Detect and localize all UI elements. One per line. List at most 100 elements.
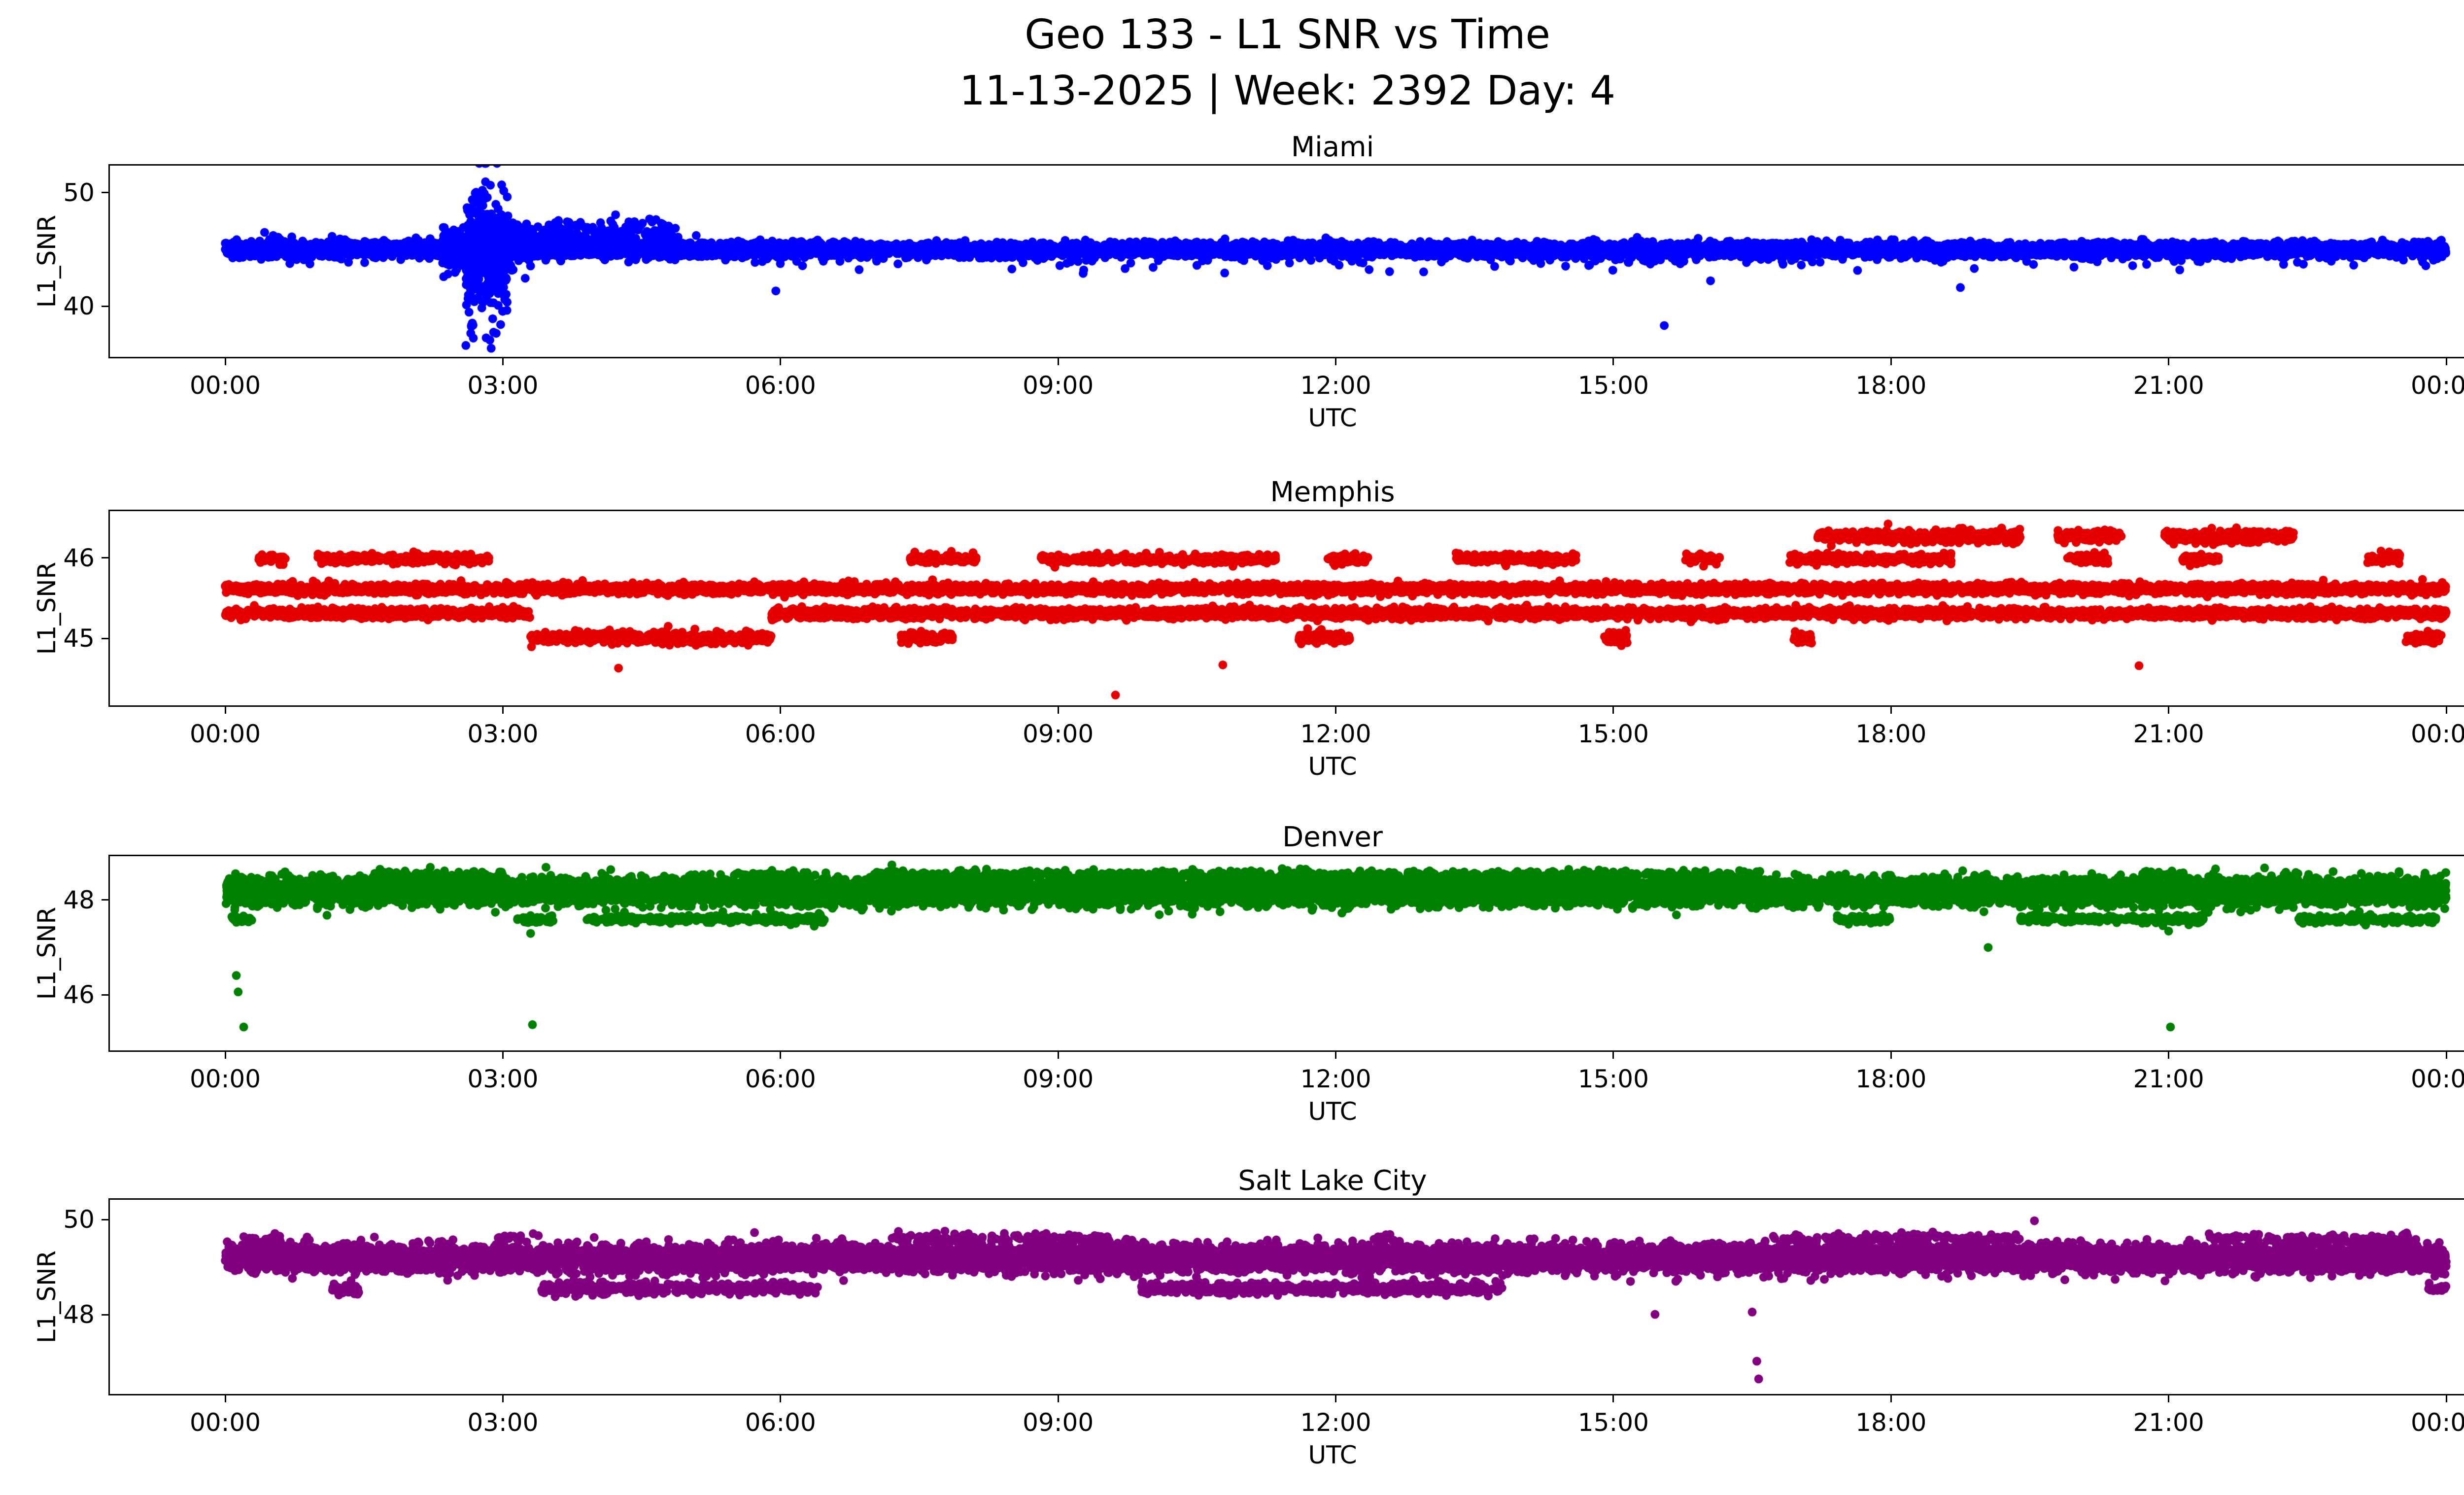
x-tick-mark	[2168, 707, 2170, 714]
x-tick-label: 12:00	[1300, 1065, 1371, 1093]
x-tick-label: 09:00	[1023, 1065, 1094, 1093]
x-tick-label: 12:00	[1300, 720, 1371, 748]
x-tick-label: 00:00	[189, 720, 261, 748]
x-tick-label: 18:00	[1855, 1065, 1927, 1093]
x-tick-mark	[780, 1052, 782, 1059]
y-tick-label: 46	[63, 980, 95, 1009]
x-tick-mark	[1612, 1395, 1614, 1402]
y-axis-label: L1_SNR	[33, 906, 61, 1000]
x-tick-label: 00:00	[2410, 720, 2464, 748]
x-tick-label: 15:00	[1577, 1065, 1649, 1093]
x-tick-mark	[2168, 358, 2170, 365]
x-tick-label: 00:00	[189, 1065, 261, 1093]
x-tick-mark	[1335, 1052, 1336, 1059]
y-tick-label: 46	[63, 543, 95, 572]
x-tick-label: 09:00	[1023, 720, 1094, 748]
figure-title-line1: Geo 133 - L1 SNR vs Time	[1025, 11, 1550, 58]
x-tick-mark	[502, 707, 504, 714]
x-tick-mark	[502, 358, 504, 365]
plot-area	[108, 1198, 2464, 1395]
y-tick-mark	[102, 994, 108, 996]
subplot-title: Denver	[1282, 821, 1383, 853]
x-tick-mark	[780, 1395, 782, 1402]
x-tick-mark	[1057, 707, 1059, 714]
x-tick-mark	[502, 1395, 504, 1402]
figure-title: Geo 133 - L1 SNR vs Time 11-13-2025 | We…	[0, 7, 2464, 119]
x-tick-mark	[2445, 358, 2447, 365]
x-tick-label: 12:00	[1300, 371, 1371, 400]
x-tick-mark	[1612, 358, 1614, 365]
x-tick-mark	[780, 358, 782, 365]
x-tick-label: 00:00	[189, 1408, 261, 1437]
x-axis-label: UTC	[1308, 1097, 1357, 1126]
y-tick-mark	[102, 557, 108, 559]
y-tick-mark	[102, 192, 108, 194]
y-axis-label: L1_SNR	[33, 1250, 61, 1344]
x-tick-mark	[1335, 358, 1336, 365]
x-tick-mark	[1335, 1395, 1336, 1402]
x-tick-mark	[1612, 1052, 1614, 1059]
scatter-canvas	[110, 1200, 2464, 1394]
y-tick-mark	[102, 305, 108, 307]
x-tick-label: 09:00	[1023, 1408, 1094, 1437]
x-tick-label: 18:00	[1855, 1408, 1927, 1437]
x-tick-mark	[224, 1052, 226, 1059]
x-tick-mark	[1335, 707, 1336, 714]
subplot-title: Salt Lake City	[1238, 1165, 1427, 1197]
plot-area	[108, 164, 2464, 358]
figure-title-line2: 11-13-2025 | Week: 2392 Day: 4	[959, 68, 1616, 114]
x-tick-label: 03:00	[467, 1408, 539, 1437]
x-tick-label: 15:00	[1577, 371, 1649, 400]
x-tick-label: 00:00	[2410, 1408, 2464, 1437]
x-tick-mark	[1057, 1052, 1059, 1059]
x-tick-label: 06:00	[745, 720, 816, 748]
x-tick-mark	[224, 1395, 226, 1402]
x-tick-label: 21:00	[2133, 720, 2204, 748]
scatter-canvas	[110, 856, 2464, 1050]
x-tick-label: 06:00	[745, 1065, 816, 1093]
x-tick-label: 21:00	[2133, 371, 2204, 400]
x-tick-label: 18:00	[1855, 720, 1927, 748]
x-tick-mark	[1612, 707, 1614, 714]
x-tick-label: 21:00	[2133, 1065, 2204, 1093]
y-tick-label: 40	[63, 292, 95, 320]
y-tick-label: 48	[63, 1300, 95, 1329]
scatter-canvas	[110, 166, 2464, 357]
y-axis-label: L1_SNR	[33, 561, 61, 655]
x-tick-mark	[1890, 1052, 1892, 1059]
plot-area	[108, 510, 2464, 707]
x-tick-label: 15:00	[1577, 720, 1649, 748]
x-tick-mark	[2168, 1052, 2170, 1059]
x-tick-label: 00:00	[2410, 1065, 2464, 1093]
subplot-title: Miami	[1291, 131, 1374, 163]
x-tick-label: 00:00	[189, 371, 261, 400]
x-tick-mark	[2168, 1395, 2170, 1402]
subplot-title: Memphis	[1270, 476, 1395, 508]
x-tick-mark	[780, 707, 782, 714]
x-tick-label: 21:00	[2133, 1408, 2204, 1437]
x-tick-label: 03:00	[467, 371, 539, 400]
x-axis-label: UTC	[1308, 752, 1357, 781]
x-tick-mark	[2445, 707, 2447, 714]
y-tick-label: 45	[63, 624, 95, 653]
x-tick-label: 06:00	[745, 371, 816, 400]
x-tick-label: 15:00	[1577, 1408, 1649, 1437]
x-tick-label: 03:00	[467, 720, 539, 748]
x-tick-label: 12:00	[1300, 1408, 1371, 1437]
scatter-canvas	[110, 511, 2464, 705]
y-tick-mark	[102, 1314, 108, 1316]
x-axis-label: UTC	[1308, 404, 1357, 432]
x-tick-label: 03:00	[467, 1065, 539, 1093]
x-tick-label: 09:00	[1023, 371, 1094, 400]
x-tick-mark	[2445, 1395, 2447, 1402]
x-axis-label: UTC	[1308, 1441, 1357, 1469]
x-tick-mark	[502, 1052, 504, 1059]
x-tick-label: 00:00	[2410, 371, 2464, 400]
y-tick-mark	[102, 1218, 108, 1220]
y-tick-label: 50	[63, 1205, 95, 1234]
